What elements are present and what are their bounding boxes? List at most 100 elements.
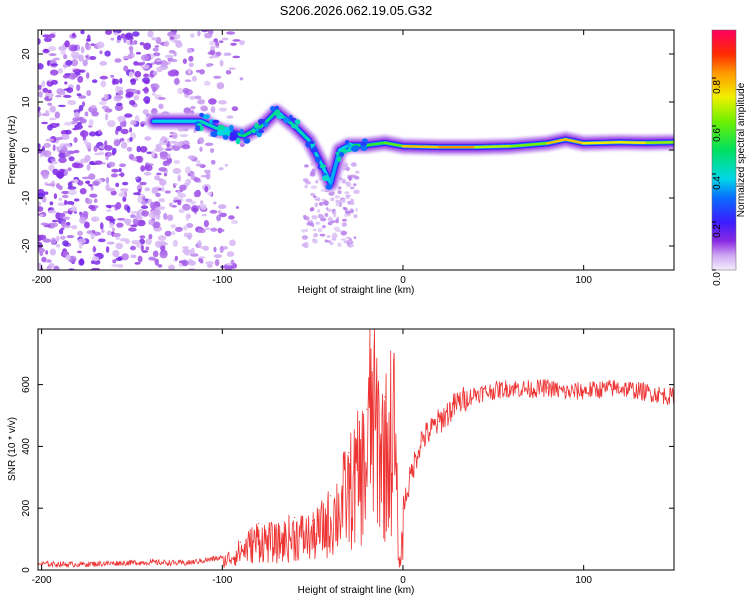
spectrogram-cell <box>203 220 209 228</box>
spectrogram-cell <box>112 232 121 238</box>
spectrogram-cell <box>204 169 211 174</box>
spectrogram-cell <box>42 48 50 54</box>
spectrogram-cell <box>118 192 126 197</box>
spectrogram-cell <box>93 198 98 203</box>
spectrogram-cell <box>174 255 178 261</box>
spectrogram-cell <box>130 224 137 227</box>
spectrogram-cell <box>143 98 147 102</box>
spectrogram-cell <box>174 77 180 85</box>
spectrogram-cell <box>218 107 227 112</box>
spectrogram-cell <box>86 90 92 97</box>
spectrogram-cell <box>340 198 346 204</box>
spectrogram-cell <box>105 246 110 253</box>
spectrogram-cell <box>190 201 196 205</box>
spectrogram-cell <box>187 155 196 160</box>
spectrogram-cell <box>97 238 106 243</box>
spectrogram-cell <box>153 52 161 57</box>
spectrogram-cell <box>78 95 87 99</box>
spectrogram-cell <box>143 79 150 85</box>
snr-point <box>221 557 223 559</box>
spectrogram-cell <box>42 34 51 38</box>
spectrogram-cell <box>188 55 194 62</box>
spectrogram-cell <box>92 180 100 186</box>
spectrogram-cell <box>232 39 241 42</box>
spectrogram-cell <box>46 60 51 67</box>
spectrogram-cell <box>177 200 182 206</box>
spectrogram-cell <box>100 222 104 230</box>
spectrogram-ridge-blob <box>262 122 269 127</box>
spectrogram-cell <box>152 250 159 258</box>
spectrogram-cell <box>209 41 215 46</box>
spectrogram-cell <box>331 237 337 241</box>
spectrogram-cell <box>106 230 112 236</box>
spectrogram-cell <box>115 257 123 262</box>
spectrogram-cell <box>209 56 214 59</box>
spectrogram-cell <box>218 100 227 105</box>
spectrogram-xlabel: Height of straight line (km) <box>298 285 415 296</box>
spectrogram-cell <box>194 95 202 100</box>
spectrogram-cell <box>137 255 143 263</box>
spectrogram-cell <box>337 190 342 195</box>
spectrogram-cell <box>238 40 246 44</box>
spectrogram-cell <box>148 233 153 240</box>
spectrogram-cell <box>45 183 55 186</box>
spectrogram-cell <box>72 117 81 122</box>
spectrogram-cell <box>216 82 225 90</box>
spectrogram-cell <box>38 206 44 212</box>
spectrogram-cell <box>168 50 176 54</box>
spectrogram-cell <box>353 214 358 219</box>
spectrogram-cell <box>190 247 195 255</box>
spectrogram-cell <box>328 191 335 196</box>
colorbar: 0.0 0.2 0.4 0.6 0.8 Normalized spectral ampl… <box>711 29 747 286</box>
spectrogram-cell <box>210 148 215 154</box>
snr-point <box>366 408 368 410</box>
spectrogram-cell <box>42 172 49 180</box>
spectrogram-cell <box>72 32 76 38</box>
spectrogram-ridge-segment <box>474 144 513 149</box>
spectrogram-cell <box>140 244 144 252</box>
spectrogram-cell <box>150 62 156 65</box>
spectrogram-cell <box>90 232 95 240</box>
spectrogram-cell <box>118 91 123 95</box>
snr-point <box>619 387 621 389</box>
spectrogram-cell <box>55 95 62 98</box>
spectrogram-cell <box>187 260 197 266</box>
snr-frame <box>37 328 675 571</box>
spectrogram-cell <box>217 210 222 215</box>
spectrogram-cell <box>85 43 92 51</box>
spectrogram-ridge-segment <box>365 141 387 147</box>
spectrogram-cell <box>155 192 161 197</box>
spectrogram-cell <box>52 222 58 228</box>
spectrogram-cell <box>104 50 111 57</box>
spectrogram-cell <box>198 256 206 259</box>
spectrogram-cell <box>157 97 166 100</box>
spectrogram-cell <box>137 196 143 204</box>
spectrogram-ridge-segment <box>329 148 341 185</box>
spectrogram-cell <box>79 217 87 224</box>
spectrogram-cell <box>132 218 139 225</box>
spectrogram-cell <box>86 72 90 79</box>
spectrogram-cell <box>99 50 103 55</box>
spectrogram-cell <box>219 59 224 67</box>
spectrogram-cell <box>148 219 155 226</box>
spectrogram-cell <box>124 113 133 118</box>
spectrogram-cell <box>168 264 175 270</box>
spectrogram-cell <box>70 51 80 59</box>
spectrogram-cell <box>197 205 201 209</box>
spectrogram-ridge-blob <box>309 140 315 144</box>
spectrogram-cell <box>79 188 87 195</box>
spectrogram-cell <box>159 251 168 259</box>
spectrogram-ridge-segment <box>293 124 311 142</box>
spectrogram-cell <box>157 235 167 241</box>
snr-xtick-label: -200 <box>32 575 52 586</box>
spectrogram-cell <box>133 95 140 101</box>
spectrogram-cell <box>129 127 133 133</box>
spectrogram-cell <box>320 217 327 222</box>
spectrogram-cell <box>235 206 240 209</box>
spectrogram-cell <box>309 172 316 177</box>
spectrogram-cell <box>139 235 146 239</box>
spectrogram-cell <box>333 226 340 231</box>
spectrogram-cell <box>91 260 95 265</box>
spectrogram-cell <box>38 106 41 111</box>
spectrogram-ridge-blob <box>344 140 350 145</box>
